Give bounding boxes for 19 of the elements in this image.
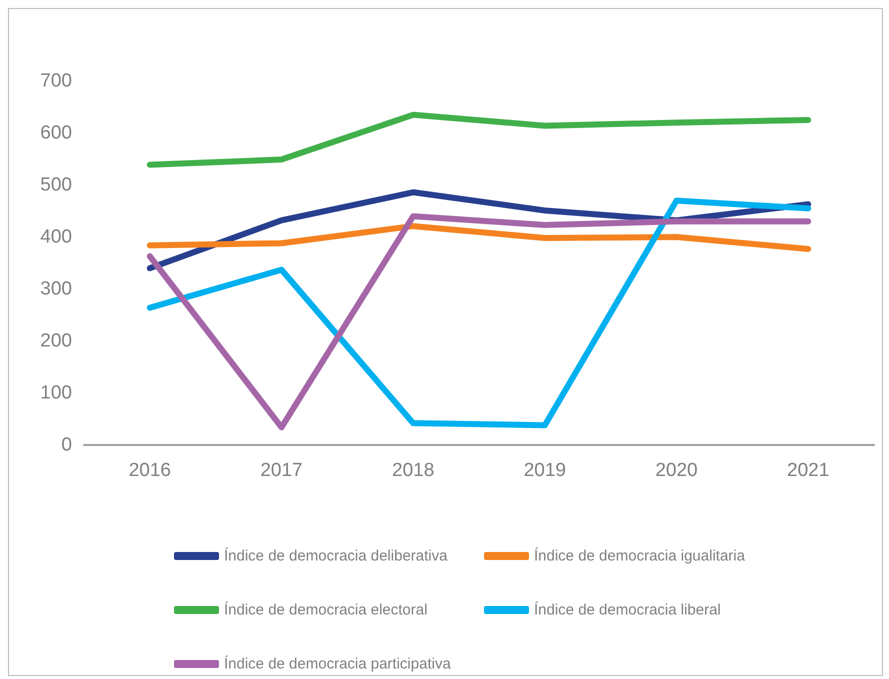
x-tick-label: 2017 (260, 460, 303, 481)
y-tick-label: 300 (40, 278, 72, 300)
x-tick-label: 2016 (128, 460, 171, 481)
y-tick-label: 200 (40, 330, 72, 352)
legend-label: Índice de democracia participativa (224, 654, 452, 672)
x-tick-label: 2021 (787, 460, 830, 481)
x-tick-label: 2020 (655, 460, 698, 481)
y-tick-label: 400 (40, 226, 72, 248)
legend-label: Índice de democracia electoral (224, 600, 428, 618)
legend-label: Índice de democracia igualitaria (534, 546, 746, 564)
y-tick-label: 700 (40, 70, 72, 92)
y-tick-label: 500 (40, 174, 72, 196)
y-tick-label: 100 (40, 382, 72, 404)
y-tick-label: 0 (61, 434, 72, 456)
legend-label: Índice de democracia liberal (534, 600, 721, 618)
legend-label: Índice de democracia deliberativa (224, 546, 448, 564)
x-tick-label: 2019 (524, 460, 566, 481)
x-tick-label: 2018 (392, 460, 434, 481)
y-tick-label: 600 (40, 122, 72, 144)
